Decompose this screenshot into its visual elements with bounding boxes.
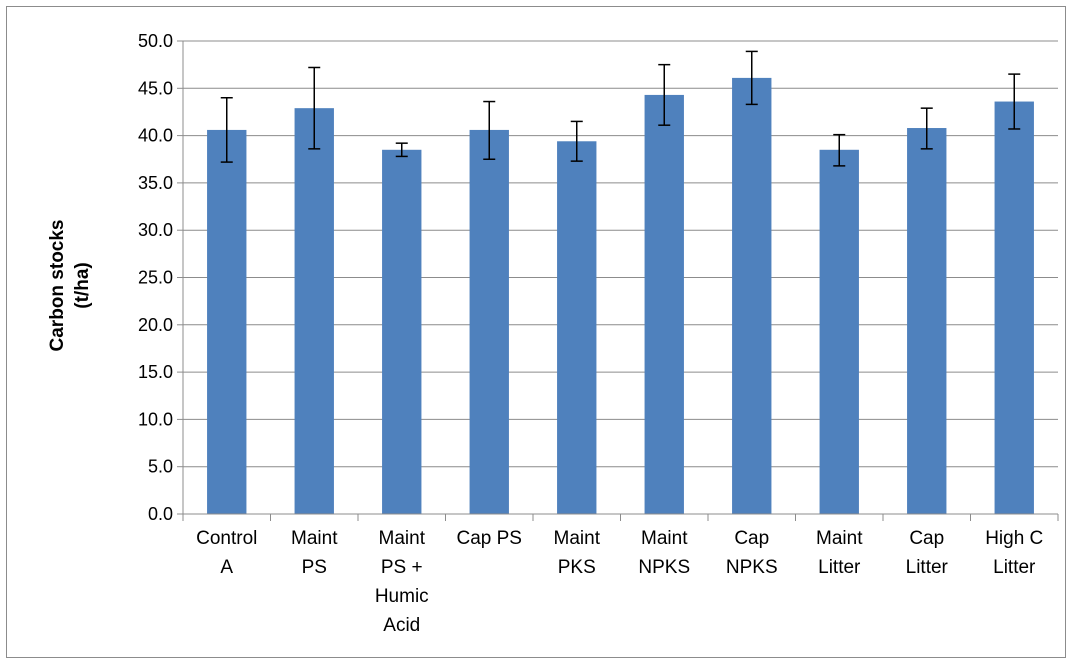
error-bars [220, 50, 1021, 167]
y-tick-label: 45.0 [138, 78, 173, 98]
bar [907, 128, 947, 515]
x-category-label: Cap NPKS [726, 528, 778, 578]
y-tick-label: 50.0 [138, 31, 173, 51]
bar [819, 149, 859, 515]
x-category-label: Cap Litter [906, 528, 949, 578]
x-category-label: Maint NPKS [638, 528, 690, 578]
bar-chart: 0.0 5.0 10.0 15.0 20.0 25.0 30.0 35.0 40.0 45.0 50… [47, 31, 1059, 636]
y-axis-title: Carbon stocks (t/ha) [47, 220, 93, 352]
y-tick-label: 20.0 [138, 315, 173, 335]
y-tick-label: 35.0 [138, 173, 173, 193]
x-category-label: High C Litter [985, 528, 1043, 578]
x-category-label: Maint PKS [554, 528, 601, 578]
bar [644, 94, 684, 514]
x-category-label: Maint Litter [816, 528, 863, 578]
y-tick-labels: 0.0 5.0 10.0 15.0 20.0 25.0 30.0 35.0 40.0 45.0 50… [138, 31, 173, 524]
y-tick-label: 30.0 [138, 220, 173, 240]
bar [732, 77, 772, 515]
x-category-label: Maint PS + Humic Acid [375, 528, 429, 636]
chart-frame: 0.0 5.0 10.0 15.0 20.0 25.0 30.0 35.0 40.0 45.0 50… [6, 6, 1066, 658]
axes [177, 40, 1059, 521]
x-category-label: Control A [196, 528, 257, 578]
x-category-labels: Control A Maint PS Maint PS + Humic Acid Cap PS M… [196, 528, 1043, 636]
x-category-label: Maint PS [291, 528, 338, 578]
x-category-label: Cap PS [457, 528, 522, 549]
bar [557, 141, 597, 514]
y-tick-label: 40.0 [138, 126, 173, 146]
bars [207, 77, 1034, 515]
bar [469, 129, 509, 514]
y-tick-label: 25.0 [138, 268, 173, 288]
bar [382, 149, 422, 515]
y-tick-label: 15.0 [138, 362, 173, 382]
bar [994, 101, 1034, 514]
y-tick-label: 10.0 [138, 409, 173, 429]
y-tick-label: 0.0 [148, 504, 173, 524]
bar [207, 129, 247, 514]
y-tick-label: 5.0 [148, 457, 173, 477]
bar [294, 108, 334, 514]
